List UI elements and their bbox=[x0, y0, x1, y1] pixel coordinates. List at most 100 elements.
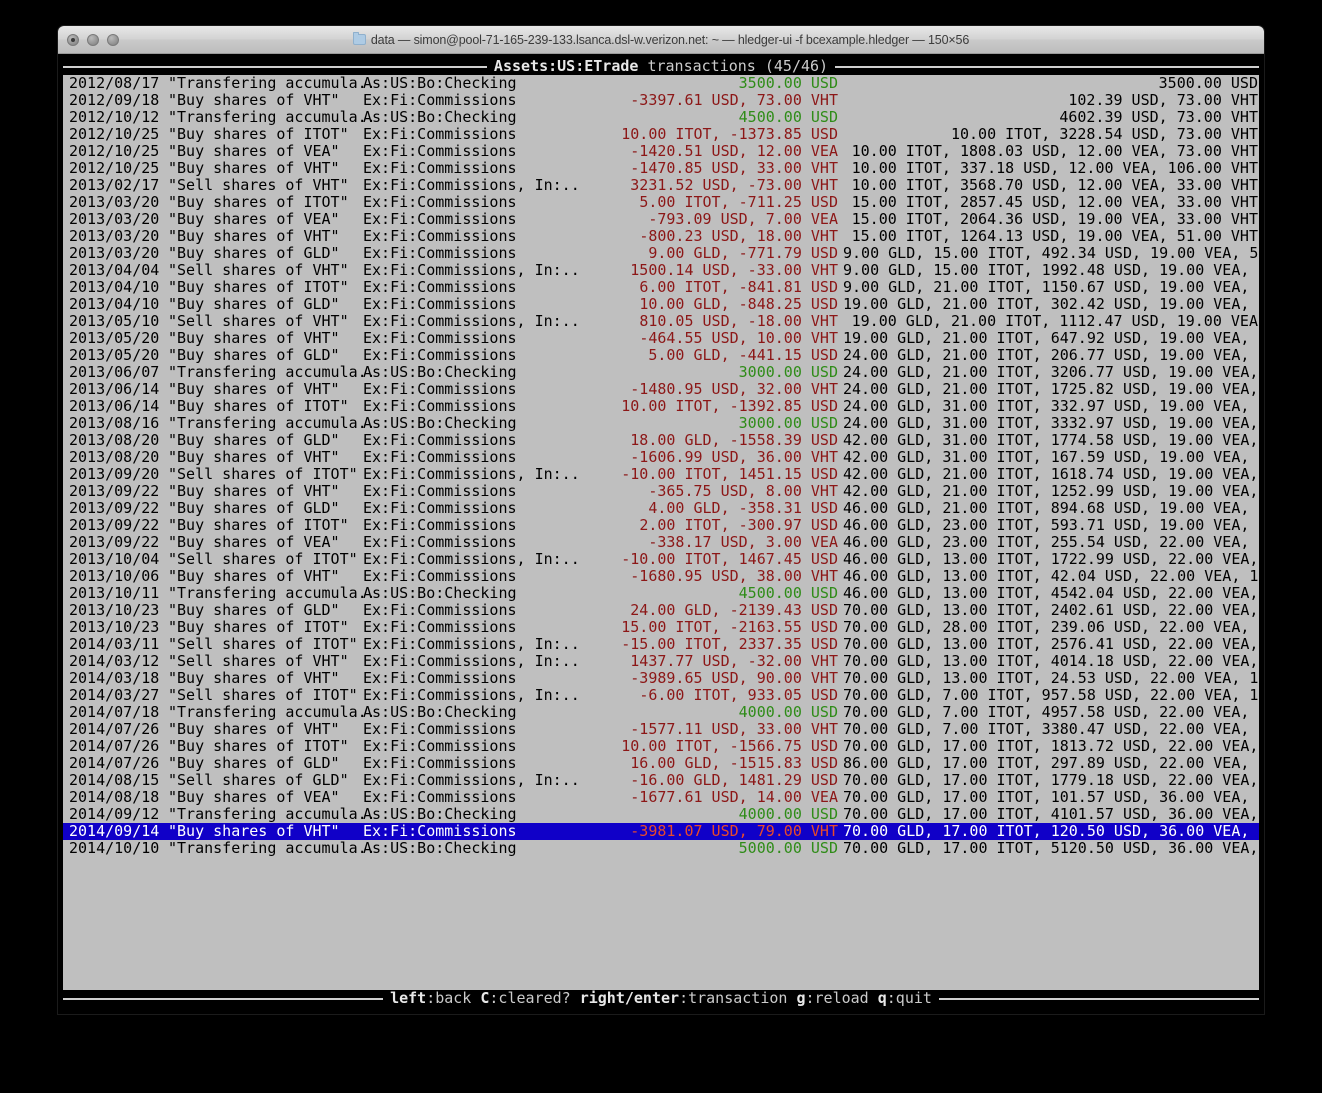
row-account: Ex:Fi:Commissions, In:.. bbox=[363, 635, 580, 653]
row-balance: 70.00 GLD, 13.00 ITOT, 4014.18 USD, 22.0… bbox=[843, 652, 1259, 670]
hledger-ui-screen[interactable]: Assets:US:ETrade transactions (45/46) 20… bbox=[63, 57, 1259, 1009]
table-row[interactable]: 2013/09/22 "Buy shares of ITOT" Ex:Fi:Comm… bbox=[63, 517, 1259, 534]
table-row[interactable]: 2013/09/20 "Sell shares of ITOT" Ex:Fi:Com… bbox=[63, 466, 1259, 483]
row-account: Ex:Fi:Commissions bbox=[363, 329, 517, 347]
hint-key[interactable]: left bbox=[390, 990, 427, 1007]
window-titlebar[interactable]: data — simon@pool-71-165-239-133.lsanca.… bbox=[58, 26, 1264, 54]
row-amount: 9.00 GLD, -771.79 USD bbox=[648, 244, 838, 262]
table-row[interactable]: 2014/07/26 "Buy shares of GLD" Ex:Fi:Commi… bbox=[63, 755, 1259, 772]
row-date: 2013/10/23 bbox=[69, 618, 160, 636]
row-date: 2013/10/04 bbox=[69, 550, 160, 568]
row-account: Ex:Fi:Commissions bbox=[363, 210, 517, 228]
table-row[interactable]: 2014/10/10 "Transfering accumula.. As:US:B… bbox=[63, 840, 1259, 857]
table-row[interactable]: 2012/08/17 "Transfering accumula.. As:US:B… bbox=[63, 75, 1259, 92]
close-button[interactable] bbox=[67, 33, 79, 46]
table-row[interactable]: 2013/05/10 "Sell shares of VHT" Ex:Fi:Comm… bbox=[63, 313, 1259, 330]
row-amount: -6.00 ITOT, 933.05 USD bbox=[639, 686, 838, 704]
row-description: "Transfering accumula.. bbox=[168, 108, 376, 126]
table-row[interactable]: 2013/09/22 "Buy shares of VEA" Ex:Fi:Commi… bbox=[63, 534, 1259, 551]
table-row[interactable]: 2013/04/10 "Buy shares of ITOT" Ex:Fi:Comm… bbox=[63, 279, 1259, 296]
table-row[interactable]: 2014/09/12 "Transfering accumula.. As:US:B… bbox=[63, 806, 1259, 823]
table-row[interactable]: 2012/10/12 "Transfering accumula.. As:US:B… bbox=[63, 109, 1259, 126]
table-row[interactable]: 2012/10/25 "Buy shares of ITOT" Ex:Fi:Comm… bbox=[63, 126, 1259, 143]
hint-action: :quit bbox=[886, 990, 932, 1007]
table-row[interactable]: 2014/03/27 "Sell shares of ITOT" Ex:Fi:Com… bbox=[63, 687, 1259, 704]
table-row[interactable]: 2013/03/20 "Buy shares of VEA" Ex:Fi:Commi… bbox=[63, 211, 1259, 228]
table-row[interactable]: 2013/09/22 "Buy shares of VHT" Ex:Fi:Commi… bbox=[63, 483, 1259, 500]
table-row[interactable]: 2013/10/06 "Buy shares of VHT" Ex:Fi:Commi… bbox=[63, 568, 1259, 585]
table-row[interactable]: 2013/05/20 "Buy shares of GLD" Ex:Fi:Commi… bbox=[63, 347, 1259, 364]
row-amount: 15.00 ITOT, -2163.55 USD bbox=[621, 618, 838, 636]
row-description: "Buy shares of VEA" bbox=[168, 142, 340, 160]
keybinding-hints[interactable]: left:back C:cleared? right/enter:transac… bbox=[383, 990, 939, 1007]
hint-key[interactable]: g bbox=[796, 990, 806, 1007]
table-row[interactable]: 2013/03/20 "Buy shares of GLD" Ex:Fi:Commi… bbox=[63, 245, 1259, 262]
table-row[interactable]: 2014/07/26 "Buy shares of VHT" Ex:Fi:Commi… bbox=[63, 721, 1259, 738]
table-row[interactable]: 2012/10/25 "Buy shares of VEA" Ex:Fi:Commi… bbox=[63, 143, 1259, 160]
row-date: 2013/05/20 bbox=[69, 346, 160, 364]
row-description: "Sell shares of GLD" bbox=[168, 771, 349, 789]
row-account: Ex:Fi:Commissions, In:.. bbox=[363, 312, 580, 330]
table-row[interactable]: 2014/08/18 "Buy shares of VEA" Ex:Fi:Commi… bbox=[63, 789, 1259, 806]
row-date: 2014/07/18 bbox=[69, 703, 160, 721]
maximize-button[interactable] bbox=[107, 33, 119, 46]
minimize-button[interactable] bbox=[87, 33, 99, 46]
row-description: "Buy shares of VHT" bbox=[168, 448, 340, 466]
row-amount: 4.00 GLD, -358.31 USD bbox=[648, 499, 838, 517]
table-row[interactable]: 2013/08/16 "Transfering accumula.. As:US:B… bbox=[63, 415, 1259, 432]
table-row[interactable]: 2013/03/20 "Buy shares of ITOT" Ex:Fi:Comm… bbox=[63, 194, 1259, 211]
table-row[interactable]: 2013/08/20 "Buy shares of VHT" Ex:Fi:Commi… bbox=[63, 449, 1259, 466]
table-row[interactable]: 2014/07/18 "Transfering accumula.. As:US:B… bbox=[63, 704, 1259, 721]
table-row[interactable]: 2014/03/18 "Buy shares of VHT" Ex:Fi:Commi… bbox=[63, 670, 1259, 687]
row-balance: 19.00 GLD, 21.00 ITOT, 1112.47 USD, 19.0… bbox=[851, 312, 1258, 330]
table-row[interactable]: 2013/04/10 "Buy shares of GLD" Ex:Fi:Commi… bbox=[63, 296, 1259, 313]
row-amount: 16.00 GLD, -1515.83 USD bbox=[630, 754, 838, 772]
terminal-content[interactable]: Assets:US:ETrade transactions (45/46) 20… bbox=[58, 54, 1264, 1014]
table-row[interactable]: 2012/10/25 "Buy shares of VHT" Ex:Fi:Commi… bbox=[63, 160, 1259, 177]
row-amount: -3397.61 USD, 73.00 VHT bbox=[630, 91, 838, 109]
row-amount: -3981.07 USD, 79.00 VHT bbox=[630, 822, 838, 840]
table-row[interactable]: 2014/09/14 "Buy shares of VHT" Ex:Fi:Commi… bbox=[63, 823, 1259, 840]
row-account: Ex:Fi:Commissions bbox=[363, 516, 517, 534]
table-row[interactable]: 2014/03/11 "Sell shares of ITOT" Ex:Fi:Com… bbox=[63, 636, 1259, 653]
row-amount: 1500.14 USD, -33.00 VHT bbox=[630, 261, 838, 279]
table-row[interactable]: 2013/10/23 "Buy shares of GLD" Ex:Fi:Commi… bbox=[63, 602, 1259, 619]
table-row[interactable]: 2013/06/14 "Buy shares of ITOT" Ex:Fi:Comm… bbox=[63, 398, 1259, 415]
row-description: "Buy shares of ITOT" bbox=[168, 125, 349, 143]
hint-key[interactable]: C bbox=[480, 990, 490, 1007]
row-balance: 70.00 GLD, 17.00 ITOT, 5120.50 USD, 36.0… bbox=[843, 839, 1259, 857]
row-amount: 5.00 GLD, -441.15 USD bbox=[648, 346, 838, 364]
table-row[interactable]: 2014/08/15 "Sell shares of GLD" Ex:Fi:Comm… bbox=[63, 772, 1259, 789]
table-row[interactable]: 2013/10/11 "Transfering accumula.. As:US:B… bbox=[63, 585, 1259, 602]
row-date: 2013/09/22 bbox=[69, 499, 160, 517]
row-description: "Buy shares of VHT" bbox=[168, 567, 340, 585]
row-date: 2014/03/12 bbox=[69, 652, 160, 670]
hint-key[interactable]: right/enter bbox=[579, 990, 680, 1007]
table-row[interactable]: 2014/03/12 "Sell shares of VHT" Ex:Fi:Comm… bbox=[63, 653, 1259, 670]
window-controls[interactable] bbox=[67, 26, 119, 53]
transactions-list[interactable]: 2012/08/17 "Transfering accumula.. As:US:B… bbox=[63, 75, 1259, 993]
table-row[interactable]: 2013/06/14 "Buy shares of VHT" Ex:Fi:Commi… bbox=[63, 381, 1259, 398]
table-row[interactable]: 2012/09/18 "Buy shares of VHT" Ex:Fi:Commi… bbox=[63, 92, 1259, 109]
table-row[interactable]: 2013/09/22 "Buy shares of GLD" Ex:Fi:Commi… bbox=[63, 500, 1259, 517]
table-row[interactable]: 2013/02/17 "Sell shares of VHT" Ex:Fi:Comm… bbox=[63, 177, 1259, 194]
hint-key[interactable]: q bbox=[877, 990, 887, 1007]
table-row[interactable]: 2013/05/20 "Buy shares of VHT" Ex:Fi:Commi… bbox=[63, 330, 1259, 347]
table-row[interactable]: 2013/10/23 "Buy shares of ITOT" Ex:Fi:Comm… bbox=[63, 619, 1259, 636]
table-row[interactable]: 2013/03/20 "Buy shares of VHT" Ex:Fi:Commi… bbox=[63, 228, 1259, 245]
table-row[interactable]: 2013/10/04 "Sell shares of ITOT" Ex:Fi:Com… bbox=[63, 551, 1259, 568]
row-description: "Buy shares of VEA" bbox=[168, 533, 340, 551]
table-row[interactable]: 2014/07/26 "Buy shares of ITOT" Ex:Fi:Comm… bbox=[63, 738, 1259, 755]
row-description: "Buy shares of ITOT" bbox=[168, 618, 349, 636]
row-description: "Buy shares of ITOT" bbox=[168, 193, 349, 211]
header-suffix: transactions (45/46) bbox=[638, 58, 829, 75]
row-balance: 10.00 ITOT, 337.18 USD, 12.00 VEA, 106.0… bbox=[851, 159, 1258, 177]
table-row[interactable]: 2013/06/07 "Transfering accumula.. As:US:B… bbox=[63, 364, 1259, 381]
hint-action: :reload bbox=[805, 990, 878, 1007]
row-account: Ex:Fi:Commissions bbox=[363, 397, 517, 415]
row-account: Ex:Fi:Commissions, In:.. bbox=[363, 465, 580, 483]
row-date: 2013/09/22 bbox=[69, 533, 160, 551]
row-description: "Transfering accumula.. bbox=[168, 805, 376, 823]
table-row[interactable]: 2013/04/04 "Sell shares of VHT" Ex:Fi:Comm… bbox=[63, 262, 1259, 279]
table-row[interactable]: 2013/08/20 "Buy shares of GLD" Ex:Fi:Commi… bbox=[63, 432, 1259, 449]
